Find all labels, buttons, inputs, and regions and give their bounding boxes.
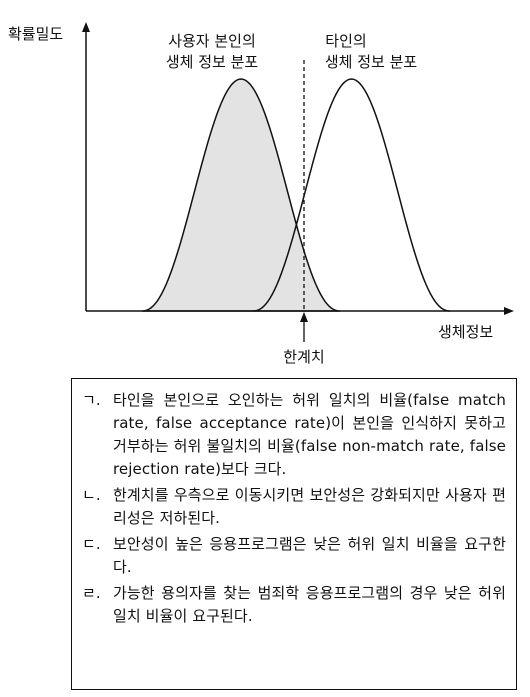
impostor-label-line2: 생체 정보 분포 xyxy=(325,53,418,71)
genuine-label-line1: 사용자 본인의 xyxy=(168,32,256,50)
x-axis-label: 생체정보 xyxy=(438,323,493,341)
x-axis-arrow xyxy=(504,307,514,315)
threshold-arrow-head xyxy=(300,312,308,322)
statement-text: 보안성이 높은 응용프로그램은 낮은 허위 일치 비율을 요구한다. xyxy=(113,535,506,576)
statement-marker: ㄱ. xyxy=(82,391,101,409)
statement-item: ㄴ. 한계치를 우측으로 이동시키면 보안성은 강화되지만 사용자 편리성은 저… xyxy=(82,484,506,530)
statement-text: 가능한 용의자를 찾는 범죄학 응용프로그램의 경우 낮은 허위 일치 비율이 … xyxy=(113,584,506,625)
y-axis-arrow xyxy=(82,22,90,32)
genuine-label-line2: 생체 정보 분포 xyxy=(166,53,259,71)
genuine-distribution-curve xyxy=(141,78,341,312)
statement-marker: ㄹ. xyxy=(82,584,101,602)
statement-text: 한계치를 우측으로 이동시키면 보안성은 강화되지만 사용자 편리성은 저하된다… xyxy=(113,486,506,527)
statement-item: ㄹ. 가능한 용의자를 찾는 범죄학 응용프로그램의 경우 낮은 허위 일치 비… xyxy=(82,582,506,628)
statement-text: 타인을 본인으로 오인하는 허위 일치의 비율(false match rate… xyxy=(113,391,507,478)
statement-item: ㄱ. 타인을 본인으로 오인하는 허위 일치의 비율(false match r… xyxy=(82,389,506,481)
impostor-label-line1: 타인의 xyxy=(325,32,366,50)
statement-marker: ㄴ. xyxy=(82,486,101,504)
y-axis-label: 확률밀도 xyxy=(8,25,63,43)
distribution-diagram: 확률밀도 생체정보 사용자 본인의 생체 정보 분포 타인의 생체 정보 분포 … xyxy=(8,22,514,366)
impostor-distribution-curve xyxy=(252,78,451,312)
threshold-label: 한계치 xyxy=(283,348,324,366)
statement-item: ㄷ. 보안성이 높은 응용프로그램은 낮은 허위 일치 비율을 요구한다. xyxy=(82,533,506,579)
statement-marker: ㄷ. xyxy=(82,535,101,553)
statements-box: ㄱ. 타인을 본인으로 오인하는 허위 일치의 비율(false match r… xyxy=(71,378,517,690)
